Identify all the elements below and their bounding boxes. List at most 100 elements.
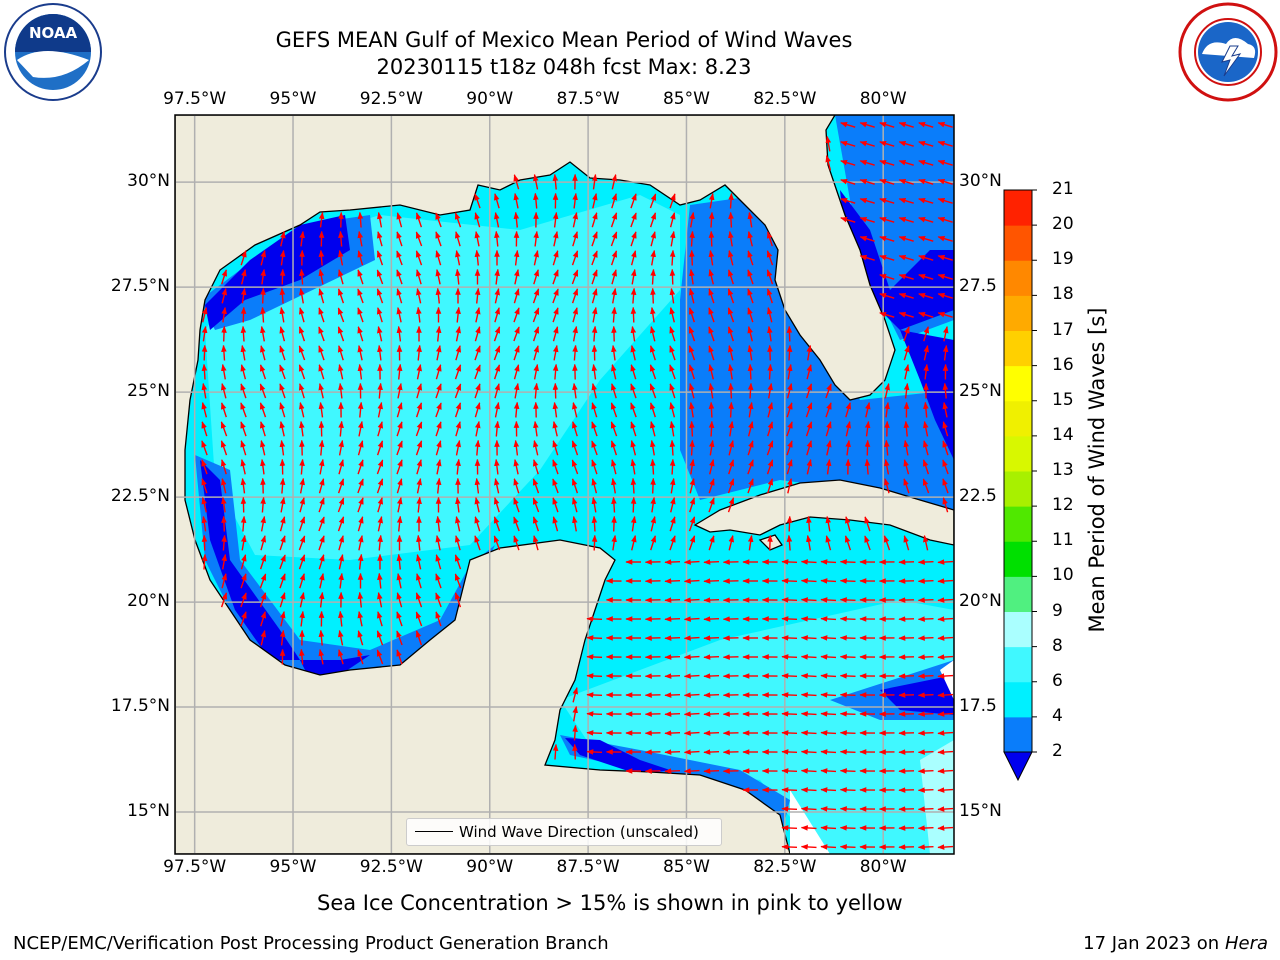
wind-wave-arrow: [416, 364, 422, 380]
colorbar-tick-label: 12: [1052, 495, 1074, 516]
wind-wave-arrow: [703, 654, 720, 660]
wind-wave-arrow: [415, 592, 423, 608]
wind-wave-arrow: [747, 534, 754, 551]
wind-wave-arrow: [747, 344, 754, 361]
wind-wave-arrow: [839, 730, 856, 736]
wind-wave-arrow: [357, 478, 364, 494]
wind-wave-arrow: [201, 402, 208, 418]
wind-wave-arrow: [299, 497, 306, 513]
wind-wave-arrow: [898, 235, 914, 242]
no-data-area: [790, 790, 830, 854]
wind-wave-arrow: [572, 325, 578, 342]
wind-wave-arrow: [220, 383, 227, 399]
wind-wave-arrow: [493, 326, 501, 342]
lon-label-top: 85°W: [662, 89, 710, 109]
wind-wave-arrow: [201, 344, 208, 361]
colorbar-tick-label: 4: [1052, 705, 1063, 726]
wind-wave-arrow: [357, 307, 364, 323]
wind-wave-arrow: [279, 345, 286, 361]
wind-wave-arrow: [571, 269, 579, 285]
wind-wave-arrow: [318, 458, 325, 475]
wind-wave-arrow: [937, 197, 953, 204]
wind-wave-arrow: [221, 269, 228, 285]
wind-wave-arrow: [805, 383, 813, 399]
wind-wave-arrow: [454, 231, 461, 247]
wind-wave-arrow: [298, 516, 306, 532]
colorbar-tick-label: 18: [1052, 284, 1074, 305]
wind-wave-arrow: [201, 553, 208, 570]
wind-wave-arrow: [591, 173, 598, 190]
wind-wave-arrow: [917, 749, 934, 755]
wind-wave-arrow: [591, 459, 598, 475]
wind-wave-arrow: [806, 515, 812, 532]
wind-wave-arrow: [357, 230, 364, 247]
wind-wave-arrow: [201, 325, 208, 342]
wind-wave-arrow: [415, 611, 423, 627]
wind-wave-arrow: [917, 806, 934, 812]
colorbar-segment: [1004, 471, 1032, 507]
wind-wave-arrow: [591, 496, 598, 513]
wind-wave-arrow: [610, 421, 618, 437]
wind-wave-arrow: [572, 192, 578, 209]
wind-wave-arrow: [571, 250, 579, 266]
wind-wave-arrow: [800, 692, 817, 698]
wind-wave-arrow: [747, 231, 753, 247]
wind-wave-arrow: [683, 730, 700, 736]
wind-wave-arrow: [800, 806, 817, 812]
wind-wave-arrow: [377, 211, 383, 228]
wind-wave-arrow: [918, 159, 934, 166]
wind-wave-arrow: [649, 326, 656, 342]
wind-wave-arrow: [630, 212, 637, 228]
wind-wave-arrow: [865, 402, 871, 418]
wind-wave-arrow: [454, 592, 462, 608]
wind-wave-arrow: [918, 140, 934, 147]
no-data-area-2: [940, 660, 954, 700]
wind-wave-arrow: [728, 440, 735, 456]
wind-wave-arrow: [358, 420, 364, 437]
colorbar: [1003, 189, 1037, 782]
wind-wave-arrow: [708, 439, 715, 456]
wind-wave-arrow: [708, 382, 715, 399]
colorbar-tick-label: 6: [1052, 670, 1063, 691]
wind-wave-arrow: [416, 288, 422, 304]
wind-wave-arrow: [781, 768, 798, 774]
wind-wave-arrow: [532, 478, 540, 494]
wind-wave-arrow: [220, 421, 228, 437]
wind-wave-arrow: [688, 535, 696, 551]
wind-wave-arrow: [298, 383, 305, 399]
wind-wave-arrow: [786, 459, 793, 475]
wind-wave-arrow: [494, 420, 500, 437]
wind-wave-arrow: [611, 477, 617, 494]
wind-wave-arrow: [942, 344, 949, 361]
wind-wave-arrow: [552, 288, 559, 304]
wind-wave-arrow: [299, 477, 305, 494]
wind-wave-arrow: [937, 559, 954, 565]
wind-wave-arrow: [513, 174, 520, 190]
wind-wave-arrow: [260, 535, 267, 551]
wind-wave-arrow: [377, 326, 383, 342]
wind-wave-arrow: [917, 616, 934, 622]
lat-label-left: 27.5°N: [110, 276, 170, 297]
colorbar-label: Mean Period of Wind Waves [s]: [1085, 307, 1109, 633]
wind-wave-arrow: [415, 630, 423, 646]
wind-wave-arrow: [767, 363, 773, 380]
wind-wave-arrow: [923, 326, 930, 342]
wind-wave-arrow: [532, 326, 540, 342]
wind-wave-arrow: [884, 401, 890, 418]
wind-wave-arrow: [669, 458, 676, 475]
wind-wave-arrow: [572, 402, 578, 418]
wind-wave-arrow: [454, 554, 462, 570]
wind-wave-arrow: [683, 635, 700, 641]
wind-wave-arrow: [513, 192, 519, 209]
wind-wave-arrow: [786, 344, 793, 361]
wind-wave-arrow: [917, 768, 934, 774]
lon-label-bottom: 92.5°W: [359, 857, 423, 877]
wind-wave-arrow: [747, 363, 754, 380]
wind-wave-arrow: [279, 554, 286, 570]
wind-wave-arrow: [533, 250, 539, 266]
wind-wave-arrow: [396, 573, 403, 589]
wind-wave-arrow: [591, 478, 598, 494]
wind-wave-arrow: [591, 363, 598, 380]
wind-wave-arrow: [416, 478, 422, 494]
wind-wave-arrow: [357, 553, 364, 570]
